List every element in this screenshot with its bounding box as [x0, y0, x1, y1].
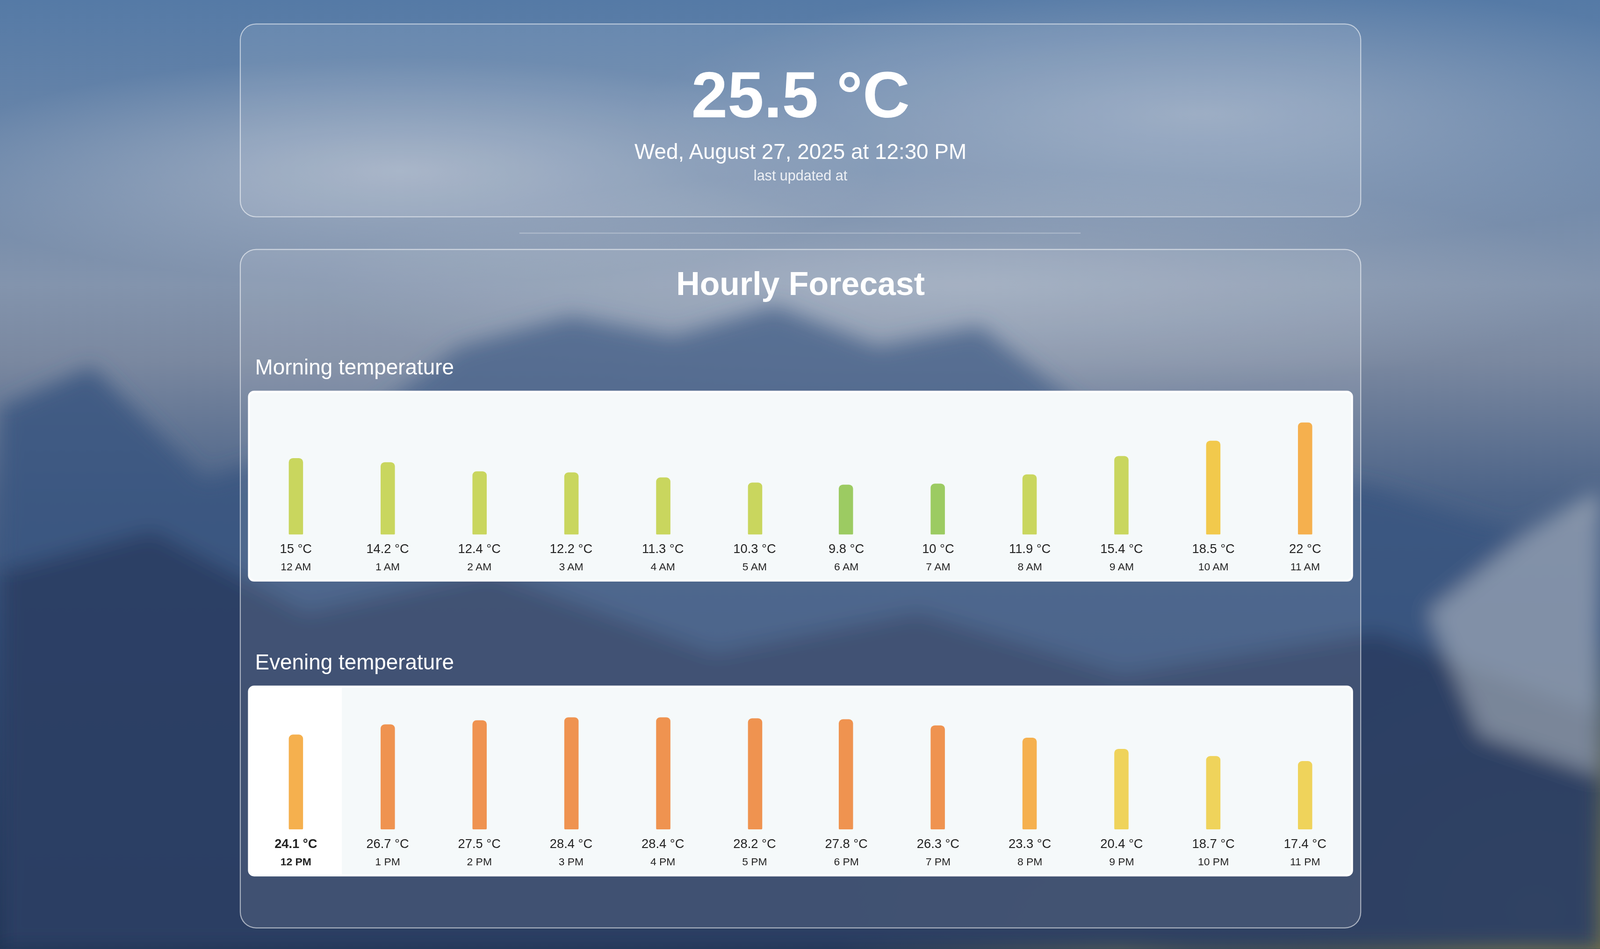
value-label: 12.4 °C	[438, 541, 521, 557]
category-label: 3 AM	[530, 560, 613, 573]
value-label: 14.2 °C	[346, 541, 429, 557]
chart-area: 15 °C 14.2 °C 12.4 °C 12.2 °C 11.3 °C 10.3 °C…	[247, 390, 1354, 582]
value-label: 15.4 °C	[1081, 541, 1163, 557]
value-label: 12.2 °C	[530, 541, 613, 557]
category-label: 11 AM	[1264, 560, 1347, 573]
chart-area: 24.1 °C 26.7 °C 27.5 °C 28.4 °C 28.4 °C 28.2 …	[247, 685, 1354, 877]
value-label: 11.3 °C	[621, 541, 704, 557]
value-label: 26.3 °C	[897, 836, 980, 852]
bar	[380, 462, 396, 535]
value-label: 23.3 °C	[988, 836, 1071, 852]
category-label: 11 PM	[1264, 855, 1347, 868]
category-label: 5 PM	[713, 855, 796, 868]
value-label: 18.7 °C	[1172, 836, 1255, 852]
bar	[930, 725, 946, 830]
bar	[747, 482, 763, 535]
value-label: 15 °C	[254, 541, 337, 557]
category-label: 1 PM	[346, 855, 429, 868]
category-label: 6 AM	[805, 560, 888, 573]
category-label: 4 PM	[621, 855, 704, 868]
bar	[1114, 456, 1130, 535]
category-label: 7 AM	[897, 560, 980, 573]
page: 25.5 °C Wed, August 27, 2025 at 12:30 PMl…	[0, 0, 1600, 949]
value-label: 10.3 °C	[713, 541, 796, 557]
bar	[288, 458, 304, 535]
category-label: 12 AM	[254, 560, 337, 573]
value-label: 11.9 °C	[988, 541, 1071, 557]
bar	[1206, 440, 1221, 535]
bar	[839, 484, 854, 535]
forecast-title: Hourly Forecast	[240, 264, 1361, 303]
category-label: 5 AM	[713, 560, 796, 573]
value-label: 27.5 °C	[438, 836, 521, 852]
category-label: 2 PM	[438, 855, 521, 868]
current-temperature: 25.5 °C	[240, 56, 1361, 134]
bar	[930, 483, 946, 535]
plot-area	[250, 717, 1352, 830]
value-label: 28.2 °C	[713, 836, 796, 852]
bar	[1206, 755, 1221, 830]
category-label: 10 PM	[1172, 855, 1255, 868]
value-label: 27.8 °C	[805, 836, 888, 852]
bar	[380, 724, 396, 830]
bar	[747, 718, 763, 830]
bar	[288, 734, 304, 830]
chart-title: Morning temperature	[255, 353, 455, 381]
category-label: 8 PM	[988, 855, 1071, 868]
value-label: 18.5 °C	[1172, 541, 1255, 557]
category-label: 9 AM	[1081, 560, 1163, 573]
value-label: 10 °C	[897, 541, 980, 557]
category-label: 9 PM	[1081, 855, 1163, 868]
bar	[472, 471, 487, 535]
current-card: 25.5 °C Wed, August 27, 2025 at 12:30 PMl…	[239, 23, 1362, 218]
value-label: 17.4 °C	[1264, 836, 1347, 852]
bar	[1022, 737, 1038, 830]
category-label: 6 PM	[805, 855, 888, 868]
category-label: 12 PM	[254, 855, 337, 868]
bar	[472, 720, 487, 830]
bar	[1022, 474, 1038, 535]
bar	[839, 719, 854, 830]
value-label: 26.7 °C	[346, 836, 429, 852]
bar	[655, 476, 671, 535]
category-label: 7 PM	[897, 855, 980, 868]
category-label: 4 AM	[621, 560, 704, 573]
updated-time: Wed, August 27, 2025 at 12:30 PM	[240, 138, 1361, 166]
bar	[563, 717, 579, 830]
chart-title: Evening temperature	[255, 648, 455, 676]
divider	[519, 232, 1081, 234]
value-label: 9.8 °C	[805, 541, 888, 557]
bar	[563, 472, 579, 535]
bar	[1297, 760, 1313, 830]
value-label: 28.4 °C	[530, 836, 613, 852]
value-label: 20.4 °C	[1081, 836, 1163, 852]
updated-caption: last updated at	[240, 166, 1361, 185]
category-label: 2 AM	[438, 560, 521, 573]
bar	[655, 717, 671, 830]
value-label: 22 °C	[1264, 541, 1347, 557]
category-label: 3 PM	[530, 855, 613, 868]
category-label: 10 AM	[1172, 560, 1255, 573]
bar	[1114, 749, 1130, 830]
category-label: 8 AM	[988, 560, 1071, 573]
plot-area	[250, 422, 1352, 535]
value-label: 28.4 °C	[621, 836, 704, 852]
bar	[1297, 422, 1313, 535]
category-label: 1 AM	[346, 560, 429, 573]
value-label: 24.1 °C	[254, 836, 337, 852]
